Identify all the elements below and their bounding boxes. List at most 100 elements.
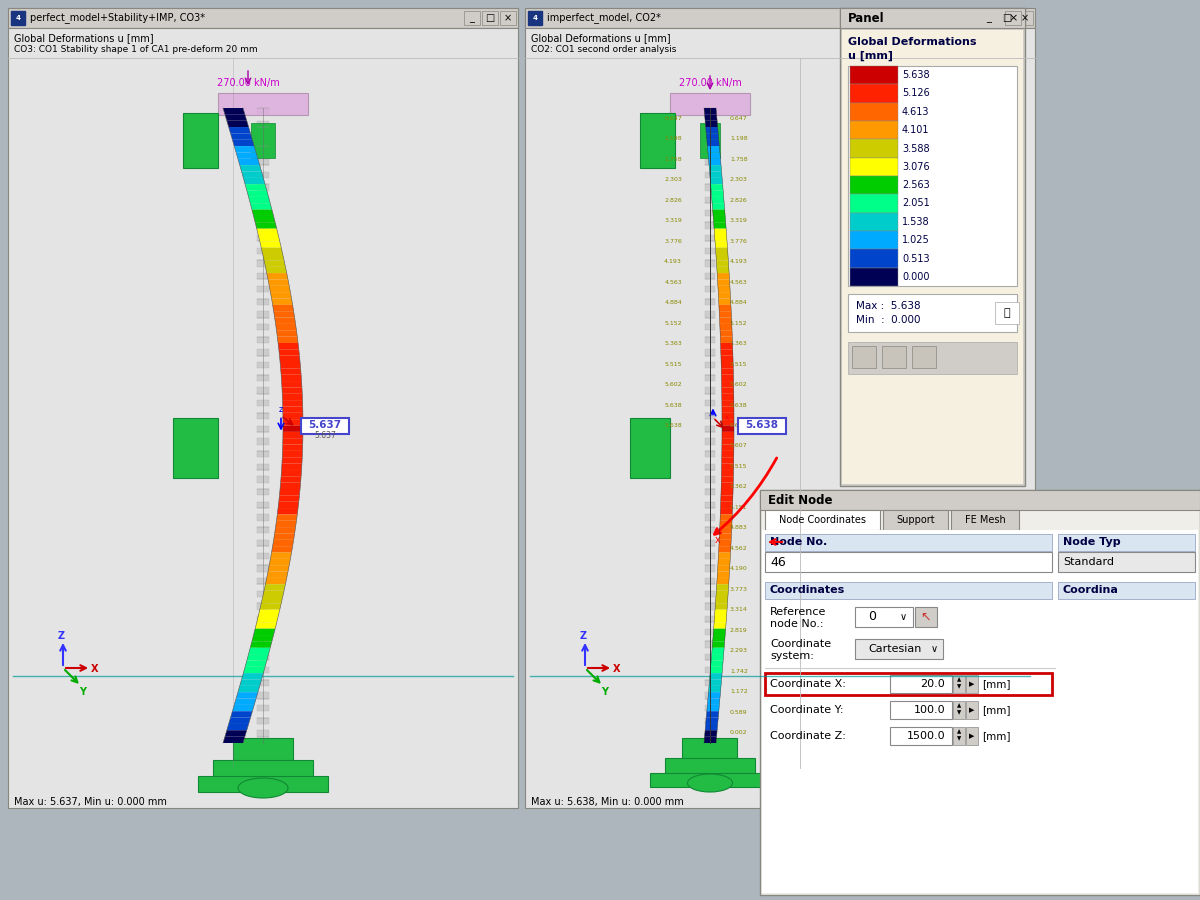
Polygon shape — [722, 400, 734, 407]
Text: 4.883: 4.883 — [730, 526, 748, 530]
Polygon shape — [236, 152, 258, 158]
Text: 2.303: 2.303 — [730, 177, 748, 182]
Text: Coordinate: Coordinate — [770, 639, 832, 649]
Text: 1.198: 1.198 — [730, 136, 748, 141]
Text: 3.076: 3.076 — [902, 162, 930, 172]
Text: Coordinate Z:: Coordinate Z: — [770, 731, 846, 741]
Bar — [500, 11, 516, 25]
Polygon shape — [258, 235, 280, 241]
Polygon shape — [721, 356, 733, 362]
Bar — [995, 302, 1019, 324]
Bar — [257, 603, 269, 609]
Text: 5.362: 5.362 — [730, 484, 748, 490]
Polygon shape — [719, 546, 731, 553]
Bar — [850, 85, 898, 103]
Text: 3.773: 3.773 — [730, 587, 748, 592]
Polygon shape — [719, 292, 731, 299]
Text: 5.363: 5.363 — [730, 341, 748, 346]
Polygon shape — [233, 140, 254, 146]
Polygon shape — [266, 273, 288, 279]
Polygon shape — [712, 642, 725, 648]
Bar — [706, 692, 715, 698]
Bar — [706, 616, 715, 623]
Bar — [706, 158, 715, 166]
Polygon shape — [722, 432, 734, 438]
Polygon shape — [712, 203, 725, 210]
Text: ▲: ▲ — [956, 730, 961, 734]
Bar — [257, 184, 269, 191]
Bar — [257, 590, 269, 597]
Bar — [706, 235, 715, 241]
Text: Z: Z — [580, 631, 587, 641]
Polygon shape — [721, 482, 733, 489]
Bar — [850, 121, 898, 140]
Polygon shape — [276, 324, 296, 330]
Polygon shape — [713, 216, 726, 222]
Bar — [706, 121, 715, 127]
Bar — [251, 123, 275, 158]
Polygon shape — [706, 121, 718, 127]
Text: node No.:: node No.: — [770, 619, 823, 629]
Bar — [257, 387, 269, 394]
Polygon shape — [719, 553, 731, 559]
Text: 5.515: 5.515 — [730, 362, 748, 366]
Polygon shape — [704, 730, 718, 736]
Text: imperfect_model, CO2*: imperfect_model, CO2* — [547, 13, 661, 23]
Bar — [890, 675, 952, 693]
Text: [mm]: [mm] — [982, 731, 1010, 741]
Text: 2.563: 2.563 — [902, 180, 930, 190]
Text: CO3: CO1 Stability shape 1 of CA1 pre-deform 20 mm: CO3: CO1 Stability shape 1 of CA1 pre-de… — [14, 46, 258, 55]
Text: 4.193: 4.193 — [664, 259, 682, 264]
Text: 5.638: 5.638 — [665, 402, 682, 408]
Polygon shape — [276, 515, 298, 521]
Bar — [257, 426, 269, 432]
Polygon shape — [230, 711, 252, 717]
Polygon shape — [281, 476, 301, 482]
Bar — [1006, 11, 1021, 25]
Bar — [706, 489, 715, 495]
Text: perfect_model+Stability+IMP, CO3*: perfect_model+Stability+IMP, CO3* — [30, 13, 205, 23]
Polygon shape — [721, 349, 733, 356]
Polygon shape — [264, 584, 286, 590]
Bar — [257, 400, 269, 407]
Polygon shape — [283, 438, 302, 445]
Bar — [665, 758, 755, 776]
Bar — [766, 673, 1051, 695]
Text: 5.602: 5.602 — [730, 382, 748, 387]
Text: x: x — [715, 535, 721, 545]
Bar — [706, 133, 715, 140]
Polygon shape — [715, 597, 728, 603]
Text: □: □ — [485, 13, 494, 23]
Polygon shape — [718, 279, 730, 286]
Polygon shape — [721, 381, 733, 387]
Polygon shape — [252, 210, 274, 216]
Text: ▶: ▶ — [970, 733, 974, 739]
Text: FE Mesh: FE Mesh — [965, 515, 1006, 525]
Polygon shape — [272, 540, 294, 546]
Bar — [257, 158, 269, 166]
Polygon shape — [281, 374, 301, 381]
Text: 4.884: 4.884 — [730, 300, 748, 305]
Text: 4.190: 4.190 — [730, 566, 748, 572]
Bar — [526, 8, 1034, 28]
Text: Global Deformations: Global Deformations — [848, 37, 977, 47]
Text: 4.193: 4.193 — [730, 259, 748, 264]
Text: Edit Node: Edit Node — [768, 493, 833, 507]
Bar — [850, 103, 898, 121]
Polygon shape — [269, 559, 290, 565]
Bar — [1058, 534, 1195, 551]
Bar — [257, 565, 269, 572]
Bar — [706, 387, 715, 394]
Polygon shape — [707, 140, 719, 146]
Bar — [640, 113, 674, 168]
Polygon shape — [241, 172, 263, 178]
Bar — [883, 510, 948, 530]
Text: 3.314: 3.314 — [730, 608, 748, 612]
Bar — [706, 324, 715, 330]
Polygon shape — [278, 343, 299, 349]
Polygon shape — [721, 489, 733, 495]
Bar — [850, 267, 898, 286]
Polygon shape — [720, 330, 732, 337]
Text: Min  :  0.000: Min : 0.000 — [856, 315, 920, 325]
Bar — [706, 642, 715, 648]
